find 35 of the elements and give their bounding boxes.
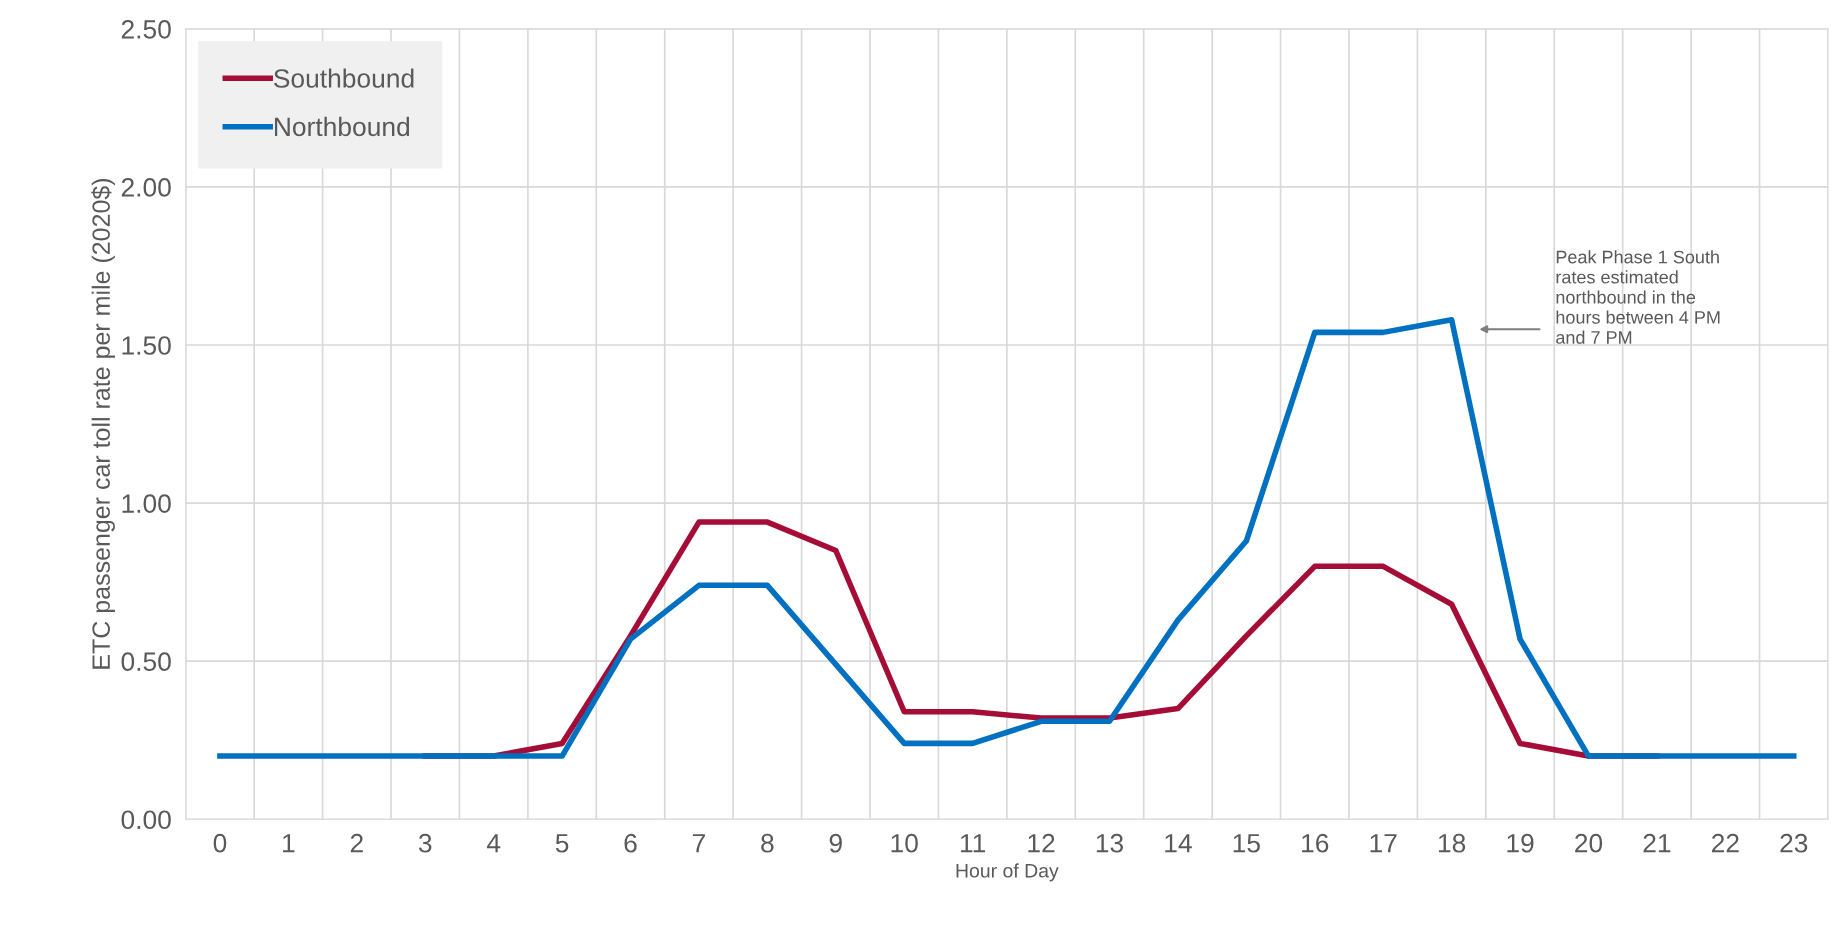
legend-label: Southbound (274, 68, 414, 88)
x-tick-label: 0 (213, 833, 227, 853)
x-tick-label: 8 (761, 833, 774, 853)
x-tick-label: 23 (1780, 833, 1808, 853)
x-tick-label: 16 (1302, 833, 1329, 853)
y-tick-label: 0.50 (121, 652, 171, 672)
y-axis-title: ETC passenger car toll rate per mile (2020$) (91, 178, 115, 669)
x-tick-label: 3 (418, 833, 432, 853)
x-tick-label: 5 (555, 834, 569, 853)
x-tick-label: 4 (486, 834, 501, 853)
x-tick-label: 10 (891, 833, 918, 853)
x-tick-label: 1 (283, 834, 295, 853)
y-tick-label: 0.00 (121, 810, 171, 830)
y-tick-label: 2.00 (121, 178, 171, 197)
x-tick-label: 7 (692, 834, 705, 853)
x-tick-label: 15 (1233, 834, 1260, 853)
x-tick-label: 2 (350, 833, 363, 853)
x-tick-label: 22 (1711, 833, 1739, 853)
y-tick-label: 1.50 (122, 336, 171, 355)
x-axis-title: Hour of Day (956, 863, 1059, 882)
x-tick-label: 20 (1575, 833, 1603, 853)
x-tick-label: 6 (624, 833, 637, 853)
x-tick-label: 17 (1370, 834, 1397, 853)
x-tick-label: 11 (960, 834, 986, 853)
x-tick-label: 13 (1096, 833, 1124, 853)
x-tick-label: 21 (1643, 833, 1671, 853)
y-tick-label: 2.50 (121, 20, 171, 39)
y-tick-label: 1.00 (122, 494, 171, 513)
x-tick-label: 12 (1028, 833, 1055, 853)
x-tick-label: 19 (1507, 833, 1534, 853)
annotation: Peak Phase 1 South rates estimated northbound in the hours between 4 PM and 7 PM (1556, 250, 1720, 344)
x-tick-label: 14 (1165, 834, 1192, 853)
x-tick-label: 9 (829, 833, 842, 853)
x-tick-label: 18 (1438, 833, 1466, 853)
legend-label: Northbound (274, 116, 410, 137)
